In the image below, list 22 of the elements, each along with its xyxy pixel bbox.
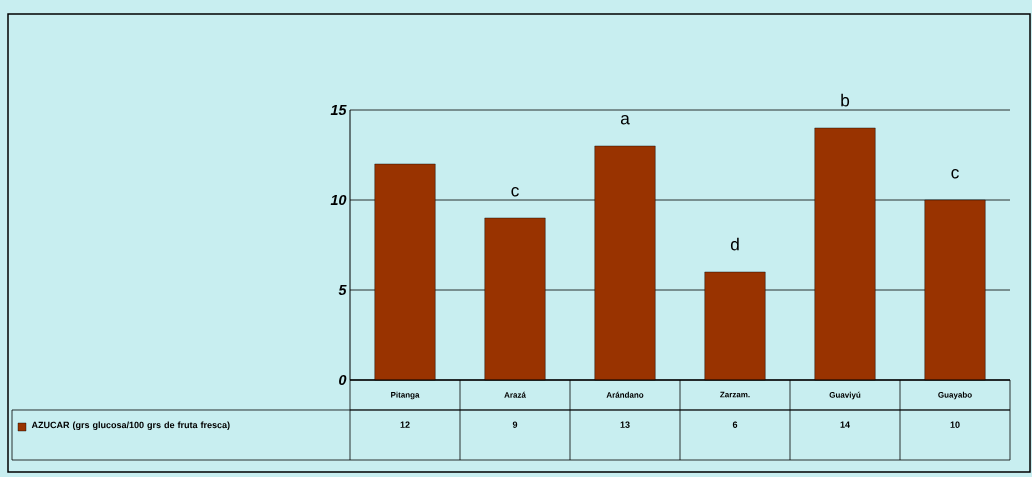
x-tick-label: Arándano xyxy=(606,391,644,398)
x-tick-label: Zarzam. xyxy=(720,391,750,398)
x-tick-label: Guayabo xyxy=(938,391,972,400)
annotation: d xyxy=(730,237,739,251)
data-label: 6 xyxy=(732,421,738,428)
annotation: c xyxy=(951,169,959,179)
data-label: 14 xyxy=(840,421,850,428)
annotation: c xyxy=(511,187,519,197)
y-tick-label: 10 xyxy=(330,194,347,206)
x-tick-label: Arazá xyxy=(504,391,526,398)
y-tick-label: 0 xyxy=(339,374,347,386)
x-tick-label: Pitanga xyxy=(391,391,420,400)
data-label: 12 xyxy=(400,421,410,428)
y-tick-label: 15 xyxy=(330,104,347,116)
legend-label: AZUCAR (grs glucosa/100 grs de fruta fresca) xyxy=(31,421,230,430)
y-tick-label: 5 xyxy=(338,284,347,296)
x-tick-label: Guaviyú xyxy=(829,391,861,400)
annotation: a xyxy=(620,115,630,125)
data-label: 9 xyxy=(512,421,518,428)
data-label: 10 xyxy=(950,421,960,428)
annotation: b xyxy=(841,93,850,107)
data-label: 13 xyxy=(620,421,630,428)
